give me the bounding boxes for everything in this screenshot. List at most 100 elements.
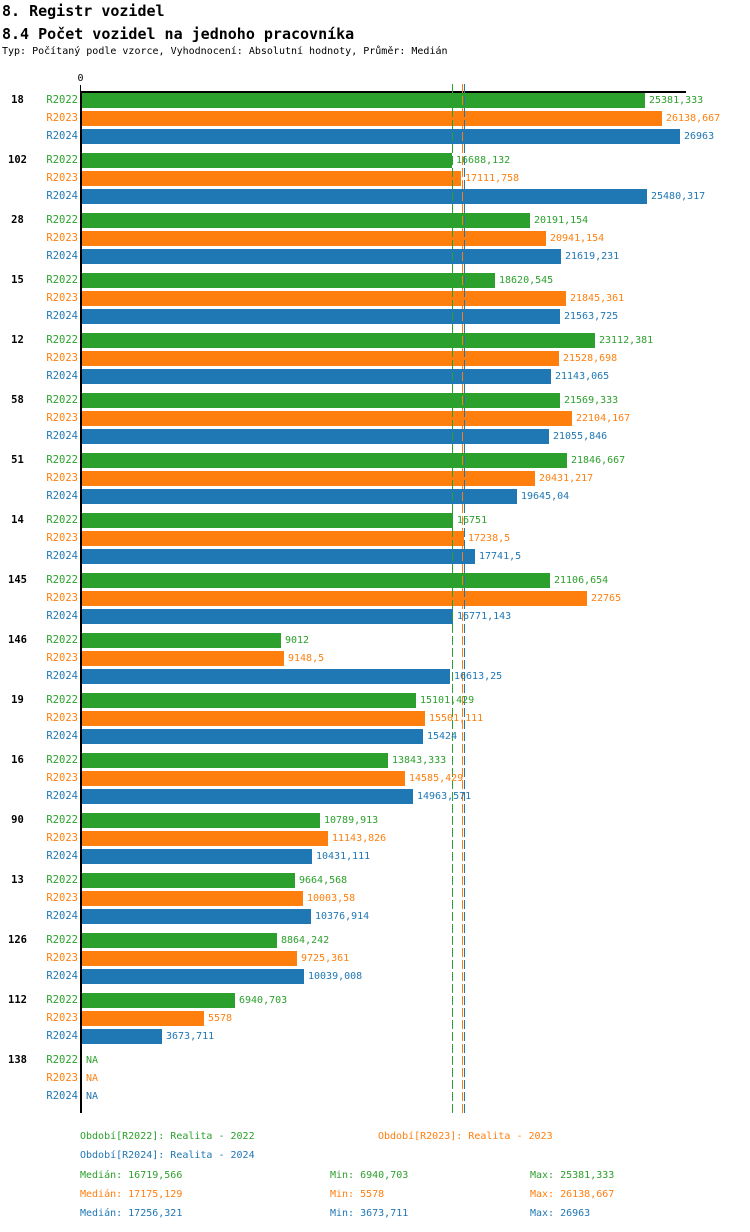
bar-value-label: NA: [86, 1055, 99, 1066]
legend-period-r2024: Období[R2024]: Realita - 2024: [80, 1150, 255, 1161]
median-line-r2024: [464, 84, 465, 1113]
bar-value-label: 20941,154: [550, 233, 605, 244]
category-label: 126: [8, 934, 27, 946]
bar-value-label: 9148,5: [288, 653, 325, 664]
series-label: R2024: [46, 130, 78, 142]
bar-value-label: 21106,654: [554, 575, 609, 586]
axis-origin-tick: [80, 85, 81, 91]
bar-r2024: [82, 549, 475, 564]
bar-r2022: [82, 693, 416, 708]
bar-r2024: [82, 969, 304, 984]
bar-r2022: [82, 873, 295, 888]
series-label: R2024: [46, 370, 78, 382]
category-label: 13: [11, 874, 24, 886]
series-label: R2024: [46, 190, 78, 202]
series-label: R2022: [46, 574, 78, 586]
bar-value-label: 11143,826: [332, 833, 387, 844]
bar-r2023: [82, 531, 464, 546]
series-label: R2023: [46, 652, 78, 664]
bar-r2023: [82, 591, 587, 606]
series-label: R2022: [46, 694, 78, 706]
series-label: R2024: [46, 430, 78, 442]
bar-value-label: 8864,242: [281, 935, 330, 946]
bar-r2022: [82, 213, 530, 228]
category-label: 138: [8, 1054, 27, 1066]
bar-r2023: [82, 831, 328, 846]
bar-value-label: 16688,132: [456, 155, 511, 166]
bar-r2023: [82, 891, 303, 906]
stat-median-r2023: Medián: 17175,129: [80, 1189, 183, 1200]
series-label: R2023: [46, 1012, 78, 1024]
bar-value-label: 21563,725: [564, 311, 619, 322]
bar-value-label: 9012: [285, 635, 310, 646]
bar-r2024: [82, 429, 549, 444]
bar-value-label: 15101,429: [420, 695, 475, 706]
median-line-r2022: [452, 84, 453, 1113]
category-label: 51: [11, 454, 24, 466]
bar-r2022: [82, 513, 453, 528]
bar-value-label: 10376,914: [315, 911, 370, 922]
legend-period-r2022: Období[R2022]: Realita - 2022: [80, 1131, 255, 1142]
bar-value-label: 10039,008: [308, 971, 363, 982]
bar-value-label: 14963,571: [417, 791, 472, 802]
bar-r2024: [82, 789, 413, 804]
stat-min-r2023: Min: 5578: [330, 1189, 385, 1200]
series-label: R2022: [46, 94, 78, 106]
bar-r2024: [82, 489, 517, 504]
bar-value-label: 23112,381: [599, 335, 654, 346]
y-axis-line: [80, 91, 82, 1113]
series-label: R2023: [46, 472, 78, 484]
series-label: R2023: [46, 892, 78, 904]
category-label: 16: [11, 754, 24, 766]
bar-value-label: 17741,5: [479, 551, 522, 562]
bar-value-label: 22104,167: [576, 413, 631, 424]
series-label: R2022: [46, 394, 78, 406]
bar-value-label: 5578: [208, 1013, 233, 1024]
series-label: R2023: [46, 172, 78, 184]
series-label: R2024: [46, 850, 78, 862]
category-label: 14: [11, 514, 24, 526]
series-label: R2022: [46, 154, 78, 166]
category-label: 112: [8, 994, 27, 1006]
series-label: R2024: [46, 550, 78, 562]
bar-value-label: 25381,333: [649, 95, 704, 106]
bar-r2023: [82, 711, 425, 726]
bar-value-label: 21619,231: [565, 251, 620, 262]
series-label: R2024: [46, 490, 78, 502]
series-label: R2022: [46, 874, 78, 886]
series-label: R2023: [46, 592, 78, 604]
bar-value-label: 10431,111: [316, 851, 371, 862]
series-label: R2024: [46, 310, 78, 322]
bar-value-label: 16751: [457, 515, 488, 526]
stat-median-r2024: Medián: 17256,321: [80, 1208, 183, 1219]
bar-r2024: [82, 369, 551, 384]
series-label: R2024: [46, 730, 78, 742]
bar-value-label: 9725,361: [301, 953, 350, 964]
bar-r2024: [82, 189, 647, 204]
bar-r2022: [82, 933, 277, 948]
bar-value-label: 21569,333: [564, 395, 619, 406]
series-label: R2023: [46, 412, 78, 424]
series-label: R2023: [46, 232, 78, 244]
category-label: 102: [8, 154, 27, 166]
series-label: R2024: [46, 910, 78, 922]
bar-value-label: 17111,758: [465, 173, 520, 184]
bar-value-label: 3673,711: [166, 1031, 215, 1042]
bar-value-label: 10003,58: [307, 893, 356, 904]
bar-value-label: 6940,703: [239, 995, 288, 1006]
series-label: R2022: [46, 994, 78, 1006]
series-label: R2024: [46, 1030, 78, 1042]
series-label: R2024: [46, 670, 78, 682]
series-label: R2023: [46, 112, 78, 124]
bar-value-label: 21143,065: [555, 371, 610, 382]
bar-r2024: [82, 249, 561, 264]
series-label: R2023: [46, 352, 78, 364]
bar-r2022: [82, 393, 560, 408]
series-label: R2023: [46, 952, 78, 964]
bar-value-label: 13843,333: [392, 755, 447, 766]
bar-r2023: [82, 1011, 204, 1026]
series-label: R2022: [46, 454, 78, 466]
category-label: 58: [11, 394, 24, 406]
bar-r2024: [82, 669, 450, 684]
stat-min-r2024: Min: 3673,711: [330, 1208, 409, 1219]
